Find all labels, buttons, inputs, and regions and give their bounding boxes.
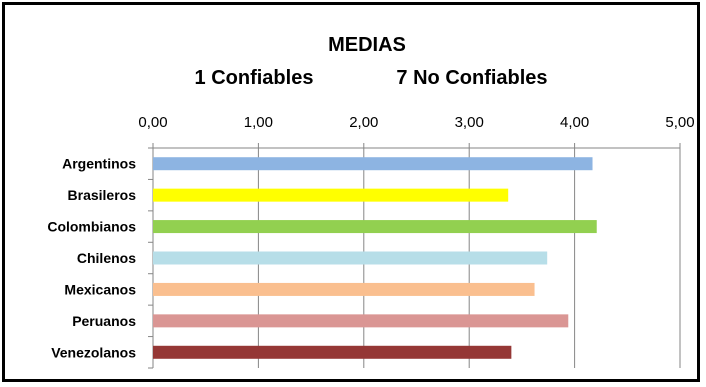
category-label: Brasileros <box>68 187 137 203</box>
category-label: Colombianos <box>47 219 136 235</box>
x-tick-label: 5,00 <box>665 114 694 131</box>
category-label: Mexicanos <box>64 281 136 297</box>
bar <box>153 282 535 296</box>
x-tick-label: 1,00 <box>244 114 273 131</box>
bar <box>153 345 512 359</box>
x-tick-label: 0,00 <box>138 114 167 131</box>
bar <box>153 188 509 202</box>
bar <box>153 157 593 171</box>
category-label: Argentinos <box>62 156 136 172</box>
bars <box>153 157 597 359</box>
x-tick-label: 4,00 <box>560 114 589 131</box>
category-label: Peruanos <box>72 313 136 329</box>
chart-subtitle-right: 7 No Confiables <box>396 67 547 89</box>
bar <box>153 220 597 234</box>
x-tick-label: 2,00 <box>349 114 378 131</box>
category-label: Venezolanos <box>51 344 136 360</box>
x-tick-label: 3,00 <box>455 114 484 131</box>
bar <box>153 251 548 265</box>
category-labels: Argentinos Brasileros Colombianos Chilenos M… <box>47 156 136 361</box>
x-axis-tick-labels: 0,00 1,00 2,00 3,00 4,00 5,00 <box>138 114 694 131</box>
chart-subtitle-left: 1 Confiables <box>195 67 314 89</box>
chart-title: MEDIAS <box>328 34 406 56</box>
bar <box>153 314 569 328</box>
category-label: Chilenos <box>77 250 136 266</box>
